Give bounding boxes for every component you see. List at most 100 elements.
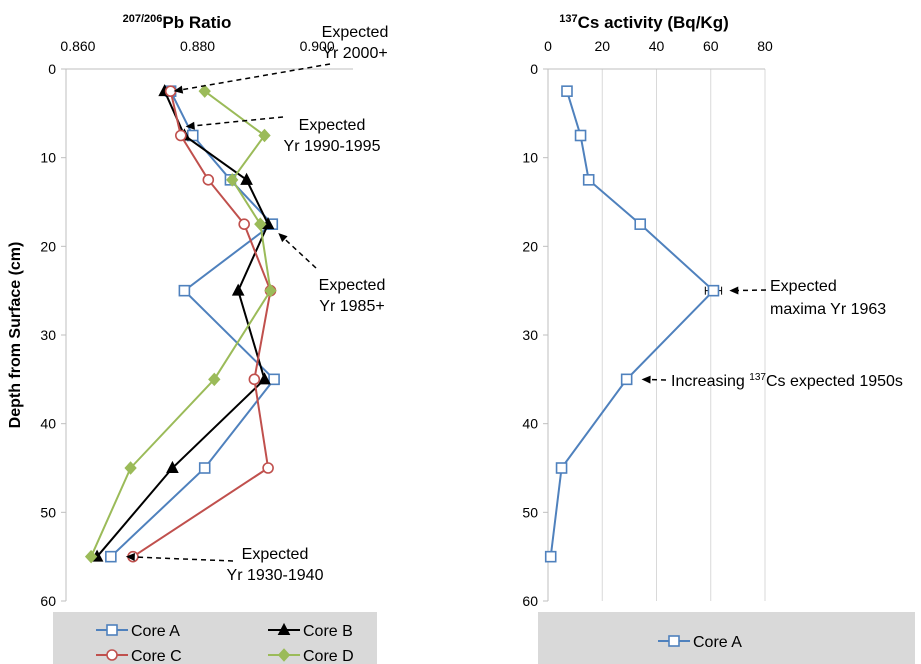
pb-legend-label-core-d: Core D: [303, 648, 354, 664]
cs-series-core-a-point: [582, 174, 595, 186]
cs-legend-box: [538, 612, 915, 664]
pb-series-core-d-point: [84, 549, 98, 564]
pb-chart-annotations: Expected Yr 2000+Expected Yr 1990-1995Expe…: [125, 24, 389, 584]
pb-y-tick-label: 0: [48, 61, 56, 77]
pb-series-core-b-line: [96, 90, 270, 558]
pb-chart-title-isotope: 207/206: [123, 13, 163, 25]
cs-y-tick-label: 0: [530, 61, 538, 77]
cs-annotation-line: maxima Yr 1963: [770, 301, 886, 318]
cs-annotation-part: Increasing: [671, 373, 749, 390]
pb-annotation-line: Yr 2000+: [322, 45, 387, 62]
pb-series-core-c-point: [262, 462, 274, 474]
pb-annotation-line: Yr 1985+: [319, 298, 384, 315]
pb-legend-marker-core-a: [106, 624, 118, 636]
cs-annotation-arrow-head: [641, 375, 651, 384]
pb-y-tick-label: 50: [40, 504, 56, 520]
cs-chart-legend: Core A: [538, 612, 915, 664]
pb-y-tick-label: 60: [40, 593, 56, 609]
pb-series-core-a-point: [105, 550, 117, 563]
cs-annotation-arrow-line: [737, 289, 767, 292]
pb-series-core-c-point: [202, 174, 215, 186]
cs-series-core-a-point: [574, 129, 587, 142]
pb-annotation-arrow-line: [181, 63, 331, 91]
pb-annotation-arrow-head: [173, 85, 184, 94]
cs-activity-chart: 137Cs activity (Bq/Kg) 0 20 40 60 8001020304…: [522, 13, 915, 664]
pb-annotation-arrow-head: [125, 553, 135, 562]
pb-annotation-text: Expected Yr 1985+: [319, 277, 386, 315]
pb-annotation-line: Expected: [322, 24, 389, 41]
pb-y-tick-label: 10: [40, 150, 56, 166]
pb-legend-marker-core-d: [277, 648, 291, 662]
cs-annotation-text: Increasing 137Cs expected 1950s: [671, 372, 903, 390]
cs-chart-series: [544, 85, 723, 563]
cs-annotation-isotope: 137: [749, 372, 766, 383]
cs-y-tick-label: 50: [522, 504, 538, 520]
pb-annotation-arrow-line: [133, 556, 234, 562]
cs-chart-title: 137Cs activity (Bq/Kg): [559, 13, 729, 32]
cs-series-core-a-point: [620, 373, 633, 386]
pb-chart-title: 207/206Pb Ratio: [123, 13, 232, 32]
pb-annotation-text: Expected Yr 2000+: [322, 24, 389, 62]
pb-y-tick-label: 40: [40, 416, 56, 432]
pb-annotation-arrow-head: [185, 121, 195, 130]
pb-series-core-b-point: [231, 283, 245, 296]
pb-series-core-d-point: [254, 217, 267, 231]
cs-annotation-line: Expected: [770, 278, 837, 295]
pb-annotation-text: Expected Yr 1930-1940: [227, 546, 324, 584]
pb-series-core-a-point: [198, 462, 211, 474]
cs-chart-title-isotope: 137: [559, 13, 577, 25]
pb-annotation-arrow-line: [193, 116, 284, 127]
pb-ratio-chart: 207/206Pb Ratio Depth from Surface (cm) …: [7, 13, 388, 664]
pb-series-core-c-point: [238, 218, 250, 230]
pb-annotation-text: Expected Yr 1990-1995: [284, 117, 381, 155]
pb-annotation-line: Yr 1930-1940: [227, 567, 324, 584]
pb-annotation-line: Yr 1990-1995: [284, 138, 381, 155]
cs-annotation-text: Expected maxima Yr 1963: [770, 278, 886, 318]
pb-series-core-d-point: [258, 128, 271, 143]
cs-chart-axes: 0 20 40 60 80 0 10 20 30 40 50 60: [522, 38, 773, 609]
pb-annotation-arrow-line: [283, 237, 317, 269]
cs-legend-label-core-a: Core A: [693, 634, 742, 651]
depth-axis-label: Depth from Surface (cm): [7, 242, 24, 429]
pb-chart-title-text: Pb Ratio: [162, 13, 231, 32]
pb-chart-legend: Core A Core B Core C Core D: [53, 612, 377, 664]
pb-legend-marker-core-b: [277, 622, 291, 635]
pb-series-core-a-point: [178, 284, 191, 297]
pb-series-core-a-line: [110, 90, 276, 558]
cs-chart-annotations: Expected maxima Yr 1963 Increasing 137Cs e…: [641, 278, 903, 390]
cs-series-core-a-point: [544, 550, 557, 563]
cs-series-core-a-point: [555, 462, 568, 474]
cs-x-tick-label: 40: [649, 38, 665, 54]
cs-y-tick-label: 30: [522, 327, 538, 343]
cs-annotation-arrow-head: [729, 286, 739, 295]
cs-annotation-part: Cs expected 1950s: [766, 373, 903, 390]
pb-series-core-b-point: [258, 372, 271, 385]
pb-series-core-b-point: [240, 172, 253, 185]
pb-legend-label-core-b: Core B: [303, 623, 353, 640]
pb-annotation-line: Expected: [242, 546, 309, 563]
cs-x-tick-label: 0: [544, 38, 552, 54]
cs-legend-marker-core-a: [668, 635, 680, 647]
pb-series-core-c-point: [248, 373, 261, 386]
pb-series-core-c-line: [132, 90, 272, 558]
pb-chart-axes: 0.860 0.880 0.900 0 10 20 30 40 50 60: [40, 38, 353, 609]
pb-series-core-d-point: [226, 173, 239, 187]
pb-series-core-d-point: [264, 283, 277, 298]
cs-x-tick-label: 80: [757, 38, 773, 54]
cs-x-tick-label: 20: [594, 38, 610, 54]
pb-chart-series: [84, 84, 280, 564]
cs-series-core-a-point: [561, 85, 573, 97]
pb-y-tick-label: 30: [40, 327, 56, 343]
pb-y-tick-label: 20: [40, 238, 56, 254]
pb-series-core-c-point: [175, 129, 187, 142]
cs-y-tick-label: 40: [522, 416, 538, 432]
pb-legend-label-core-c: Core C: [131, 648, 182, 664]
pb-legend-marker-core-c: [106, 649, 118, 661]
pb-x-tick-label: 0.880: [180, 38, 215, 54]
pb-series-core-d-line: [90, 90, 272, 558]
pb-annotation-line: Expected: [319, 277, 386, 294]
pb-x-tick-label: 0.860: [60, 38, 95, 54]
cs-series-core-a-point: [634, 218, 647, 230]
cs-y-tick-label: 60: [522, 593, 538, 609]
